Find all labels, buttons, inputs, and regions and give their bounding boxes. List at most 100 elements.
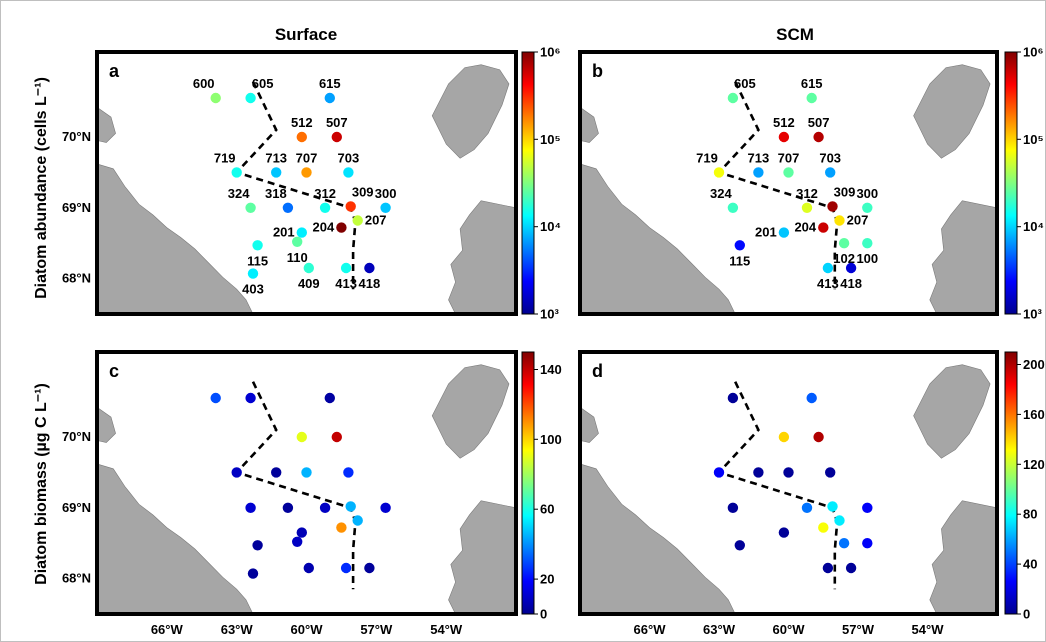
- station-point: [364, 562, 375, 574]
- station-point: [827, 201, 838, 212]
- station-point: [231, 167, 242, 178]
- panel-c: c 68°N 69°N 70°N 66°W 63°W 60°W 57°W 54°W 0 20 60 10…: [62, 350, 562, 637]
- station-point: [727, 202, 739, 213]
- station-point: [245, 202, 256, 213]
- station-label: 309: [834, 184, 856, 199]
- station-label: 324: [228, 186, 250, 201]
- x-tick-label: 57°W: [360, 622, 393, 637]
- station-point: [319, 502, 331, 513]
- station-point: [778, 431, 790, 443]
- y-tick-label: 70°N: [62, 429, 91, 444]
- station-label: 324: [710, 186, 732, 201]
- station-label: 312: [796, 186, 818, 201]
- station-point: [271, 167, 282, 178]
- station-label: 300: [856, 186, 878, 201]
- x-tick-label: 66°W: [634, 622, 667, 637]
- station-label: 312: [314, 186, 336, 201]
- land-mass: [97, 163, 254, 314]
- station-point: [352, 515, 363, 526]
- x-tick-label: 60°W: [773, 622, 806, 637]
- station-label: 703: [338, 150, 360, 165]
- colorbar-tick-label: 0: [540, 607, 547, 622]
- colorbar-tick-label: 10⁵: [1023, 132, 1044, 147]
- station-point: [292, 236, 303, 247]
- station-label: 318: [265, 186, 287, 201]
- station-label: 713: [748, 150, 770, 165]
- colorbar-tick-label: 100: [540, 432, 562, 447]
- station-point: [331, 431, 342, 443]
- station-label: 207: [365, 213, 387, 228]
- station-label: 204: [794, 220, 816, 235]
- station-point: [818, 522, 829, 533]
- y-tick-label: 69°N: [62, 500, 91, 515]
- station-label: 703: [819, 150, 841, 165]
- colorbar: [1005, 352, 1017, 614]
- panel-a: 600 605 615 512 507 719 713 707 703 324 318 312 309 3…: [62, 45, 561, 322]
- y-tick-label: 68°N: [62, 571, 91, 586]
- land-mass: [580, 463, 736, 614]
- station-point: [713, 167, 725, 178]
- station-point: [818, 222, 829, 233]
- station-point: [319, 202, 331, 213]
- station-label: 102: [833, 251, 855, 266]
- colorbar-tick-label: 80: [1023, 507, 1037, 522]
- station-point: [822, 562, 834, 574]
- station-point: [245, 392, 256, 404]
- station-point: [838, 238, 850, 249]
- station-label: 418: [840, 276, 862, 291]
- land-mass: [913, 364, 991, 459]
- panel-letter: b: [592, 61, 603, 81]
- y-tick-label: 68°N: [62, 271, 91, 286]
- station-label: 100: [856, 251, 878, 266]
- station-label: 413: [817, 276, 839, 291]
- station-point: [247, 268, 259, 279]
- station-point: [862, 502, 873, 513]
- land-mass: [97, 406, 116, 443]
- station-label: 600: [193, 76, 215, 91]
- colorbar: [522, 352, 534, 614]
- land-mass: [580, 163, 736, 314]
- station-point: [343, 167, 354, 178]
- station-point: [336, 222, 347, 233]
- land-mass: [448, 500, 516, 614]
- station-point: [252, 540, 263, 551]
- station-label: 115: [247, 253, 268, 268]
- colorbar-tick-label: 10⁴: [1023, 219, 1044, 234]
- colorbar-tick-label: 60: [540, 502, 554, 517]
- station-label: 507: [326, 115, 348, 130]
- land-mass: [580, 406, 599, 443]
- station-point: [303, 562, 314, 574]
- colorbar-tick-label: 10⁶: [540, 45, 560, 60]
- station-point: [783, 467, 794, 478]
- map-frame: [95, 350, 518, 616]
- colorbar-tick-label: 10⁶: [1023, 45, 1043, 60]
- map-frame: [578, 350, 999, 616]
- x-tick-label: 63°W: [221, 622, 254, 637]
- station-point: [210, 392, 221, 404]
- station-point: [324, 92, 335, 104]
- station-point: [753, 467, 764, 478]
- station-point: [245, 92, 256, 104]
- colorbar-tick-label: 0: [1023, 607, 1030, 622]
- land-mass: [97, 463, 254, 614]
- colorbar-tick-label: 40: [1023, 557, 1037, 572]
- station-label: 403: [242, 282, 264, 297]
- land-mass: [431, 64, 510, 159]
- station-point: [783, 167, 794, 178]
- colorbar-tick-label: 160: [1023, 407, 1045, 422]
- land-mass: [97, 106, 116, 143]
- station-label: 512: [773, 115, 795, 130]
- station-point: [827, 501, 838, 512]
- land-mass: [929, 200, 997, 314]
- station-point: [734, 540, 745, 551]
- station-point: [245, 502, 256, 513]
- station-point: [301, 167, 312, 178]
- station-label: 605: [734, 76, 756, 91]
- station-point: [324, 392, 335, 404]
- station-label: 418: [359, 276, 381, 291]
- station-point: [345, 501, 356, 512]
- station-point: [292, 536, 303, 547]
- station-label: 615: [801, 76, 823, 91]
- colorbar-tick-label: 140: [540, 362, 562, 377]
- station-point: [231, 467, 242, 478]
